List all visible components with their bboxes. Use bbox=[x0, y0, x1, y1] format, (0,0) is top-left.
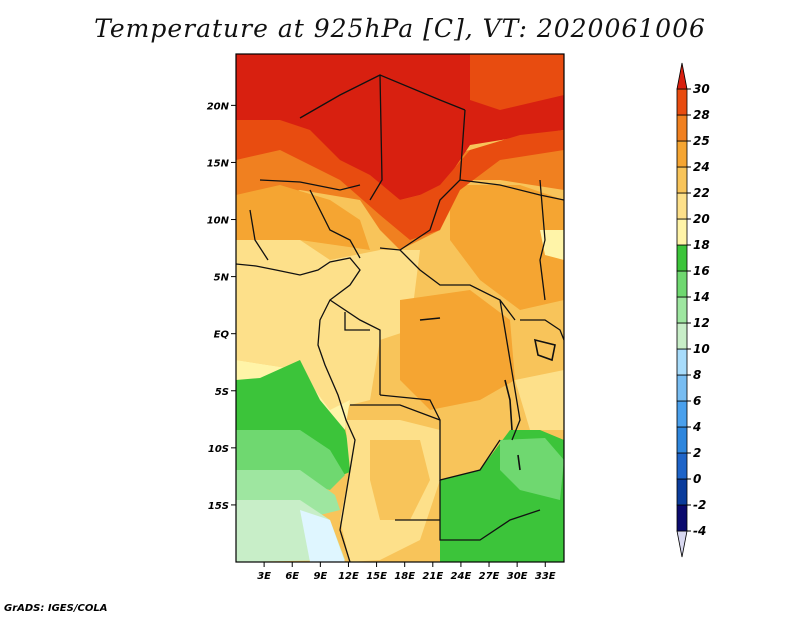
region-north-deep bbox=[236, 120, 564, 240]
y-tick-label: 20N bbox=[207, 101, 230, 112]
region-east-africa-2 bbox=[540, 230, 564, 260]
colorbar-tick-label: -2 bbox=[693, 498, 706, 512]
colorbar-tick-label: 22 bbox=[693, 186, 710, 200]
x-tick-label: 12E bbox=[338, 571, 359, 582]
region-cold-coast bbox=[300, 510, 345, 562]
chart-title: Temperature at 925hPa [C], VT: 202006100… bbox=[94, 14, 706, 43]
x-tick-label: 3E bbox=[257, 571, 271, 582]
colorbar-bin bbox=[676, 504, 688, 532]
x-tick-label: 27E bbox=[479, 571, 500, 582]
y-tick-label: 5N bbox=[214, 273, 230, 284]
colorbar-bin bbox=[676, 426, 688, 454]
colorbar-tick-label: 24 bbox=[693, 160, 710, 174]
x-tick-label: 15E bbox=[366, 571, 387, 582]
colorbar-tick-label: 4 bbox=[692, 420, 701, 434]
y-tick-label: 15N bbox=[207, 158, 230, 169]
x-tick-label: 21E bbox=[422, 571, 443, 582]
colorbar-bin bbox=[676, 88, 688, 116]
region-east-sahel bbox=[450, 185, 564, 310]
colorbar-high-arrow bbox=[676, 62, 688, 90]
country-borders bbox=[236, 74, 564, 562]
colorbar-bin bbox=[676, 400, 688, 428]
y-tick-label: 10N bbox=[207, 216, 230, 227]
y-tick-label: 15S bbox=[208, 501, 229, 512]
colorbar-tick-label: 2 bbox=[693, 446, 701, 460]
x-tick-label: 18E bbox=[394, 571, 415, 582]
colorbar-bin bbox=[676, 114, 688, 142]
y-tick-label: 5S bbox=[215, 387, 229, 398]
colorbar-tick-label: 6 bbox=[693, 394, 701, 408]
region-congo-basin bbox=[400, 290, 515, 410]
region-zambia-light bbox=[500, 438, 564, 500]
y-axis: 20N 15N 10N 5N EQ 5S 10S 15S bbox=[207, 101, 236, 512]
colorbar-tick-label: -4 bbox=[693, 524, 706, 538]
colorbar-bin bbox=[676, 322, 688, 350]
colorbar-tick-label: 14 bbox=[693, 290, 710, 304]
colorbar-bin bbox=[676, 452, 688, 480]
y-tick-label: 10S bbox=[208, 444, 229, 455]
colorbar-low-arrow bbox=[676, 530, 688, 558]
x-tick-label: 6E bbox=[285, 571, 299, 582]
x-tick-label: 9E bbox=[313, 571, 327, 582]
colorbar-tick-label: 16 bbox=[693, 264, 710, 278]
grads-credit: GrADS: IGES/COLA bbox=[4, 603, 108, 614]
colorbar-tick-label: 30 bbox=[693, 82, 710, 96]
colorbar-bin bbox=[676, 478, 688, 506]
x-tick-label: 24E bbox=[451, 571, 472, 582]
colorbar-tick-label: 10 bbox=[693, 342, 710, 356]
colorbar-bin bbox=[676, 140, 688, 168]
colorbar-bin bbox=[676, 192, 688, 220]
colorbar-bin bbox=[676, 218, 688, 246]
y-tick-label: EQ bbox=[214, 330, 230, 341]
colorbar-tick-label: 12 bbox=[693, 316, 710, 330]
map-field bbox=[236, 54, 564, 562]
colorbar-bin bbox=[676, 244, 688, 272]
colorbar-tick-label: 8 bbox=[693, 368, 701, 382]
x-tick-label: 33E bbox=[535, 571, 556, 582]
colorbar-bin bbox=[676, 296, 688, 324]
lakes bbox=[419, 317, 556, 471]
colorbar-tick-label: 20 bbox=[693, 212, 710, 226]
colorbar-tick-label: 0 bbox=[693, 472, 701, 486]
colorbar-bin bbox=[676, 348, 688, 376]
colorbar-bin bbox=[676, 270, 688, 298]
region-northeast-orange bbox=[470, 54, 564, 110]
x-tick-label: 30E bbox=[507, 571, 528, 582]
region-angola-inner bbox=[370, 440, 430, 520]
region-east-africa bbox=[515, 370, 564, 430]
colorbar-tick-label: 18 bbox=[693, 238, 710, 252]
plot-frame bbox=[235, 53, 565, 563]
colorbar-bin bbox=[676, 166, 688, 194]
colorbar-bin bbox=[676, 374, 688, 402]
colorbar-tick-label: 25 bbox=[693, 134, 710, 148]
colorbar-tick-label: 28 bbox=[693, 108, 710, 122]
x-axis: 3E 6E 9E 12E 15E 18E 21E 24E 27E 30E 33E bbox=[257, 562, 556, 582]
region-west-interior bbox=[320, 300, 380, 385]
